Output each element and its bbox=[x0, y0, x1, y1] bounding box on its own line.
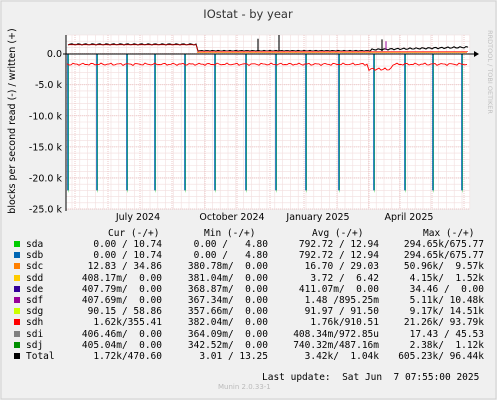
x-tick-label: January 2025 bbox=[285, 212, 349, 223]
sdh-read-line bbox=[66, 62, 468, 72]
x-tick-label: July 2024 bbox=[115, 212, 160, 223]
grid-lines bbox=[66, 34, 471, 210]
y-tick-label: -15.0 k bbox=[29, 142, 63, 153]
x-tick-labels: July 2024 October 2024 January 2025 April 2… bbox=[115, 212, 434, 223]
sdh-write-line bbox=[68, 44, 468, 52]
y-tick-label: -20.0 k bbox=[29, 173, 63, 184]
x-tick-label: April 2025 bbox=[385, 212, 434, 223]
y-axis-label: blocks per second read (-) / written (+) bbox=[7, 28, 18, 213]
data-lines bbox=[66, 35, 469, 193]
chart-title: IOstat - by year bbox=[203, 7, 293, 21]
y-tick-label: 0.0 bbox=[47, 49, 62, 60]
x-tick-label: October 2024 bbox=[199, 212, 264, 223]
x-axis-arrow bbox=[474, 51, 479, 57]
y-tick-label: -10.0 k bbox=[29, 111, 63, 122]
y-tick-label: -5.0 k bbox=[35, 80, 63, 91]
y-tick-labels: 0.0 -5.0 k -10.0 k -15.0 k -20.0 k -25.0 k bbox=[29, 49, 63, 215]
y-tick-label: -25.0 k bbox=[29, 205, 63, 216]
rrdtool-credit: RRDTOOL / TOBI OETIKER bbox=[486, 30, 494, 114]
